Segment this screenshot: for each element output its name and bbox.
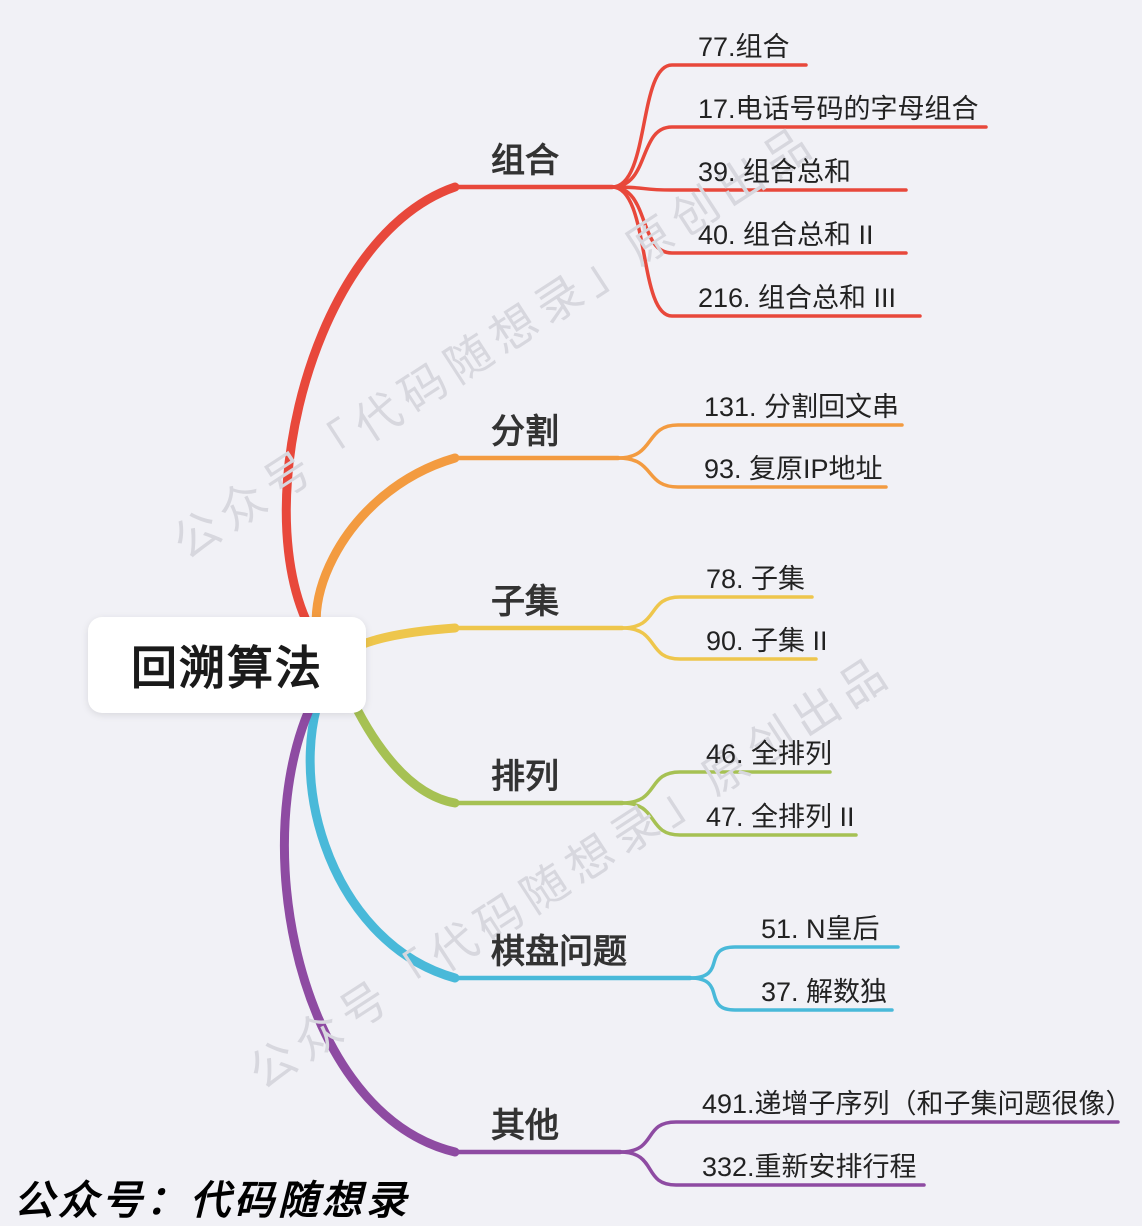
leaf-connector-underline: [616, 456, 888, 489]
leaf-connector-underline: [620, 626, 818, 661]
central-topic-node[interactable]: 回溯算法: [88, 617, 366, 713]
leaf-node[interactable]: 37. 解数独: [761, 977, 888, 1007]
leaf-node[interactable]: 47. 全排列 II: [706, 802, 855, 832]
leaf-connector-underline: [618, 1120, 1120, 1154]
leaf-connector-underline: [616, 423, 904, 460]
leaf-connector-underline: [620, 770, 832, 805]
leaf-connector-underline: [610, 63, 808, 189]
leaf-node[interactable]: 93. 复原IP地址: [704, 454, 883, 484]
leaf-node[interactable]: 39. 组合总和: [698, 157, 852, 187]
leaf-connector-underline: [610, 185, 922, 318]
leaf-node[interactable]: 17.电话号码的字母组合: [698, 94, 979, 124]
leaf-connector-underline: [610, 125, 988, 189]
leaf-node[interactable]: 46. 全排列: [706, 739, 833, 769]
branch-trunk-curve: [279, 667, 460, 1157]
leaf-connector-underline: [610, 185, 908, 192]
leaf-node[interactable]: 51. N皇后: [761, 914, 880, 944]
branch-node-3[interactable]: 子集: [491, 583, 559, 621]
leaf-node[interactable]: 78. 子集: [706, 564, 806, 594]
central-topic-label: 回溯算法: [131, 642, 323, 694]
leaf-connector-underline: [620, 801, 858, 837]
leaf-node[interactable]: 332.重新安排行程: [702, 1152, 917, 1182]
branch-node-4[interactable]: 排列: [491, 758, 559, 796]
branch-node-1[interactable]: 组合: [491, 142, 559, 180]
leaf-node[interactable]: 90. 子集 II: [706, 626, 828, 656]
leaf-node[interactable]: 77.组合: [698, 32, 790, 62]
leaf-connector-underline: [618, 1150, 926, 1187]
branch-trunk-curve: [305, 665, 460, 983]
leaf-node[interactable]: 131. 分割回文串: [704, 392, 900, 422]
author-signature: 公众号：代码随想录: [14, 1177, 410, 1224]
leaf-connector-underline: [620, 595, 814, 630]
leaf-node[interactable]: 216. 组合总和 III: [698, 283, 897, 313]
leaf-node[interactable]: 40. 组合总和 II: [698, 220, 874, 250]
leaf-connector-underline: [688, 945, 900, 980]
branch-trunk-curve: [281, 182, 460, 665]
leaf-node[interactable]: 491.递增子序列（和子集问题很像）: [702, 1089, 1133, 1119]
branch-node-6[interactable]: 其他: [491, 1107, 559, 1145]
branch-node-2[interactable]: 分割: [491, 413, 559, 451]
leaf-connector-underline: [688, 976, 894, 1012]
branch-node-5[interactable]: 棋盘问题: [491, 933, 627, 971]
